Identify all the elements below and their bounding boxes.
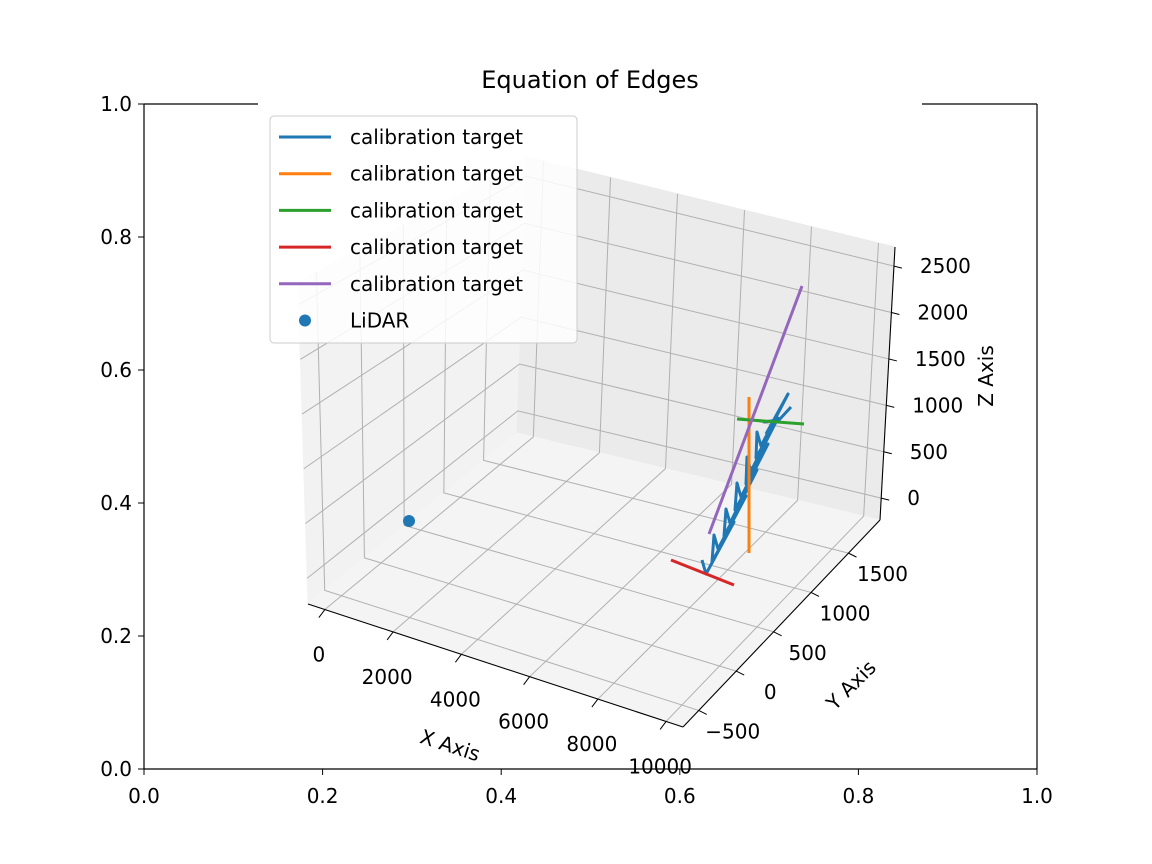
x-tick-3d: [523, 676, 531, 685]
x-tick-3d: [386, 631, 394, 641]
z-tick-label-3d: 0: [907, 486, 920, 510]
y-tick-label-3d: −500: [705, 719, 760, 743]
z-tick-label-3d: 2000: [917, 301, 968, 325]
grid-line-x: [461, 193, 679, 655]
legend-box: [269, 115, 578, 344]
x-tick-label-3d: 8000: [566, 732, 617, 756]
z-tick-label-3d: 500: [910, 440, 948, 464]
z-axis-line: [879, 246, 896, 521]
grid-line-z: [305, 363, 884, 524]
grid-line-x: [597, 226, 812, 700]
series-calibration-target-1-line: [700, 392, 790, 576]
legend-label: calibration target: [350, 235, 523, 259]
x-axis-line: [307, 603, 684, 728]
x-tick-label-2d: 0.2: [307, 784, 339, 808]
z-tick-3d: [881, 497, 890, 501]
grid-line-x: [392, 177, 612, 633]
legend-label: LiDAR: [350, 309, 409, 333]
y-axis-line: [682, 519, 881, 728]
grid-line-x: [665, 242, 879, 722]
z-tick-3d: [888, 358, 897, 362]
y-tick-label-3d: 1000: [820, 601, 871, 625]
lidar-point: [403, 515, 415, 527]
x-tick-label-2d: 0.0: [128, 784, 160, 808]
z-axis-label: Z Axis: [974, 345, 998, 407]
x-tick-3d: [659, 721, 667, 730]
chart-title: Equation of Edges: [481, 66, 699, 94]
legend-label: calibration target: [350, 162, 523, 186]
x-tick-3d: [454, 654, 462, 663]
y-tick-3d: [773, 631, 782, 637]
x-tick-label-3d: 4000: [430, 687, 481, 711]
x-tick-label-2d: 0.6: [664, 784, 696, 808]
y-tick-label-3d: 1500: [857, 562, 908, 586]
z-tick-3d: [886, 404, 895, 408]
grid-line-x: [529, 210, 745, 678]
grid-line-y: [315, 271, 699, 711]
y-tick-label-3d: 500: [789, 641, 827, 665]
legend: calibration target calibration target cali…: [269, 115, 578, 344]
y-tick-3d: [810, 592, 820, 597]
y-tick-label-2d: 1.0: [100, 92, 132, 116]
plot-series: [403, 285, 805, 587]
y-tick-3d: [735, 670, 745, 676]
legend-label: calibration target: [350, 198, 523, 222]
y-tick-label-2d: 0.2: [100, 624, 132, 648]
z-tick-3d: [893, 265, 903, 269]
y-tick-label-2d: 0.8: [100, 225, 132, 249]
y-tick-3d: [698, 709, 707, 715]
x-tick-label-3d: 10000: [628, 754, 692, 778]
series-calibration-target-4-line: [670, 558, 735, 587]
z-tick-label-3d: 1500: [915, 347, 966, 371]
y-tick-label-3d: 0: [764, 680, 777, 704]
y-tick-label-2d: 0.4: [100, 491, 132, 515]
legend-swatch-dot: [299, 314, 311, 327]
z-tick-label-3d: 2500: [920, 254, 971, 278]
x-tick-label-3d: 2000: [362, 665, 413, 689]
z-tick-3d: [891, 312, 900, 316]
grid-line-y: [359, 248, 737, 672]
series-calibration-target-5-line: [707, 285, 804, 535]
y-tick-label-2d: 0.0: [100, 757, 132, 781]
axes-2d-ticks: 0.0 0.2 0.4 0.6 0.8 1.0 0.0 0.2 0.4 0.6 0.8 1.0: [100, 92, 1053, 808]
legend-label: calibration target: [350, 125, 523, 149]
x-tick-3d: [318, 609, 326, 618]
x-tick-label-2d: 0.4: [485, 784, 517, 808]
x-tick-label-2d: 1.0: [1021, 784, 1053, 808]
legend-label: calibration target: [350, 272, 523, 296]
z-tick-3d: [883, 451, 892, 455]
axes-3d-ticks: 0200040006000800010000−50005001000150005…: [313, 254, 971, 778]
grid-line-z: [306, 410, 882, 579]
x-tick-3d: [591, 698, 599, 708]
series-calibration-target-3-line: [736, 417, 805, 426]
y-tick-3d: [848, 552, 857, 558]
x-tick-label-2d: 0.8: [842, 784, 874, 808]
x-tick-label-3d: 6000: [498, 710, 549, 734]
z-tick-label-3d: 1000: [912, 393, 963, 417]
x-tick-label-3d: 0: [313, 643, 326, 667]
y-tick-label-2d: 0.6: [100, 358, 132, 382]
